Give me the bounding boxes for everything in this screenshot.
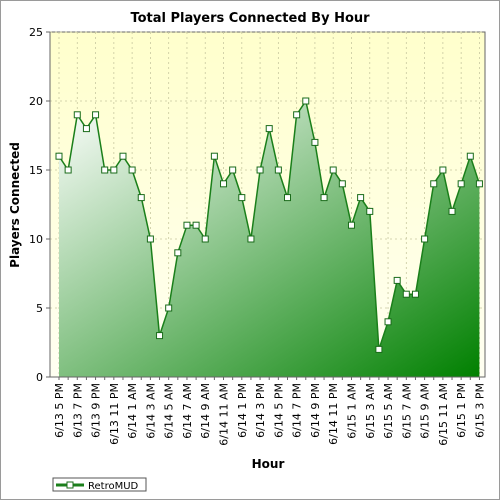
data-point	[137, 194, 145, 202]
x-tick-label: 6/15 3 PM	[473, 383, 486, 438]
data-point	[357, 194, 365, 202]
data-point	[302, 97, 310, 105]
x-tick-label: 6/15 11 AM	[437, 383, 450, 446]
data-point	[64, 166, 72, 174]
data-point	[430, 180, 438, 188]
y-tick-label: 25	[29, 26, 43, 39]
x-tick-label: 6/15 1 AM	[345, 383, 358, 439]
data-point	[165, 304, 173, 312]
data-point	[265, 125, 273, 133]
data-point	[347, 221, 355, 229]
data-point	[293, 111, 301, 119]
data-point	[101, 166, 109, 174]
legend-swatch-marker	[66, 481, 74, 489]
x-tick-label: 6/15 7 AM	[400, 383, 413, 439]
data-point	[402, 290, 410, 298]
legend-label: RetroMUD	[88, 481, 139, 492]
data-point	[411, 290, 419, 298]
data-point	[201, 235, 209, 243]
series-markers	[55, 97, 483, 353]
data-point	[73, 111, 81, 119]
data-point	[439, 166, 447, 174]
data-point	[192, 221, 200, 229]
x-tick-label: 6/15 9 AM	[419, 383, 432, 439]
x-tick-label: 6/14 3 AM	[144, 383, 157, 439]
data-point	[156, 332, 164, 340]
data-point	[256, 166, 264, 174]
x-tick-label: 6/14 11 AM	[218, 383, 231, 446]
data-point	[119, 152, 127, 160]
data-point	[475, 180, 483, 188]
x-axis: 6/13 5 PM 6/13 7 PM 6/13 9 PM 6/13 11 PM 6/1…	[50, 376, 486, 446]
x-axis-title: Hour	[252, 457, 285, 471]
data-point	[183, 221, 191, 229]
data-point	[110, 166, 118, 174]
data-point	[284, 194, 291, 202]
x-tick-label: 6/13 9 PM	[90, 383, 103, 438]
x-tick-label: 6/14 5 PM	[272, 383, 285, 438]
data-point	[320, 194, 328, 202]
x-tick-label: 6/15 1 PM	[455, 383, 468, 438]
data-point	[393, 276, 401, 284]
data-point	[329, 166, 337, 174]
x-tick-label: 6/13 11 PM	[108, 383, 121, 445]
data-point	[366, 207, 374, 215]
x-tick-label: 6/14 11 PM	[327, 383, 340, 445]
x-tick-label: 6/14 1 AM	[126, 383, 139, 439]
y-tick-label: 0	[36, 371, 43, 384]
data-point	[174, 249, 182, 257]
data-point	[466, 152, 474, 160]
data-point	[92, 111, 100, 119]
data-point	[229, 166, 237, 174]
data-point	[238, 194, 246, 202]
series-area	[59, 101, 480, 377]
x-tick-label: 6/14 1 PM	[236, 383, 249, 438]
data-point	[220, 180, 228, 188]
data-point	[375, 345, 383, 353]
x-tick-label: 6/13 5 PM	[53, 383, 66, 438]
data-point	[448, 207, 456, 215]
data-point	[146, 235, 154, 243]
y-tick-label: 20	[29, 95, 43, 108]
data-point	[247, 235, 255, 243]
chart-title: Total Players Connected By Hour	[130, 11, 370, 26]
x-tick-label: 6/14 5 AM	[163, 383, 176, 439]
legend: RetroMUD	[52, 477, 147, 492]
y-axis: 0 5 10 15 20 25	[29, 26, 51, 384]
y-tick-label: 10	[29, 233, 43, 246]
data-point	[311, 138, 319, 146]
data-point	[457, 180, 465, 188]
data-point	[128, 166, 136, 174]
y-tick-label: 5	[36, 302, 43, 315]
data-point	[274, 166, 282, 174]
x-tick-label: 6/15 3 AM	[364, 383, 377, 439]
x-tick-label: 6/14 9 PM	[309, 383, 322, 438]
y-axis-title: Players Connected	[8, 142, 22, 268]
data-point	[210, 152, 218, 160]
data-point	[384, 318, 392, 326]
data-point	[338, 180, 346, 188]
data-point	[82, 125, 90, 133]
x-tick-label: 6/14 7 AM	[181, 383, 194, 439]
x-tick-label: 6/14 9 AM	[199, 383, 212, 439]
x-tick-label: 6/14 3 PM	[254, 383, 267, 438]
data-point	[55, 152, 63, 160]
y-tick-label: 15	[29, 164, 43, 177]
x-tick-label: 6/14 7 PM	[291, 383, 304, 438]
x-tick-label: 6/13 7 PM	[71, 383, 84, 438]
data-point	[421, 235, 429, 243]
x-tick-label: 6/15 5 AM	[382, 383, 395, 439]
legend-box	[52, 477, 147, 492]
